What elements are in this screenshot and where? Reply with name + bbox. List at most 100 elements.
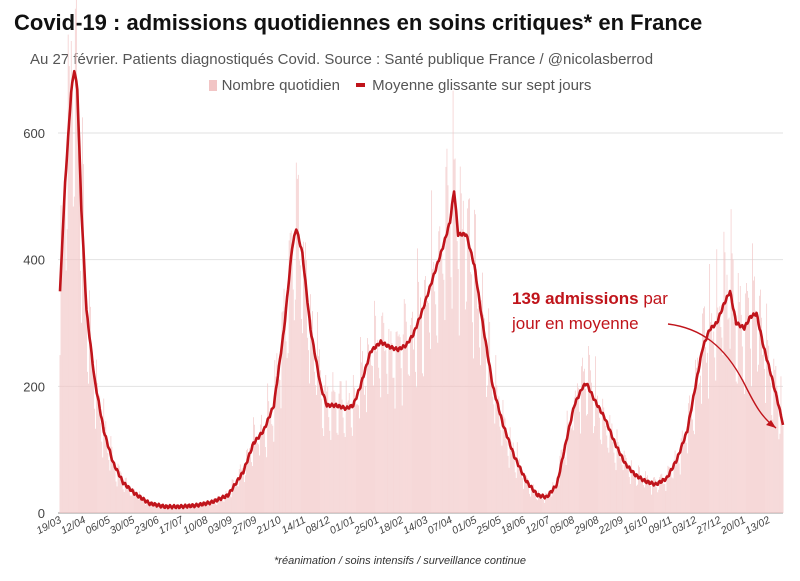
daily-bar (429, 332, 430, 513)
daily-bar (307, 337, 308, 513)
daily-bar (710, 322, 712, 513)
daily-bar (439, 226, 441, 513)
daily-bar (624, 455, 626, 513)
daily-bar (729, 348, 731, 513)
daily-bar (435, 304, 437, 513)
daily-bar (731, 253, 733, 513)
daily-bar (225, 491, 227, 513)
daily-bar (397, 336, 399, 513)
annotation-arrow (667, 323, 777, 429)
annotation-line1: 139 admissions par (512, 289, 668, 308)
daily-bar (658, 489, 660, 513)
daily-bar (748, 297, 749, 513)
daily-bar (679, 474, 681, 513)
daily-bar (743, 394, 745, 513)
daily-bar (368, 344, 369, 513)
daily-bar (138, 499, 139, 513)
daily-bar (427, 300, 428, 513)
daily-bar (393, 377, 395, 513)
daily-bar (489, 321, 491, 513)
daily-bar (711, 313, 713, 513)
daily-bar (771, 415, 773, 513)
daily-bar (455, 205, 457, 513)
daily-bar (656, 487, 658, 513)
daily-bar (698, 384, 699, 513)
daily-bar (408, 375, 410, 513)
daily-bar (93, 360, 94, 513)
daily-bar (400, 368, 402, 513)
daily-bar (774, 369, 776, 513)
daily-bar (623, 450, 625, 513)
daily-bar (635, 475, 636, 513)
daily-bar (414, 334, 415, 513)
daily-bar (396, 331, 398, 513)
daily-bar (202, 506, 203, 513)
daily-bar (325, 375, 327, 513)
daily-bar (140, 493, 141, 513)
daily-bar (484, 318, 485, 513)
daily-bar (251, 462, 252, 513)
daily-bar (371, 365, 372, 513)
daily-bar (650, 485, 651, 513)
daily-bar (228, 492, 230, 513)
daily-bar (223, 501, 225, 513)
daily-bar (217, 495, 219, 513)
daily-bar (719, 306, 721, 513)
daily-bar (471, 274, 472, 513)
daily-bar (732, 259, 734, 513)
daily-bar (182, 506, 184, 513)
daily-bar (105, 421, 107, 513)
daily-bar (154, 503, 156, 513)
daily-bar (641, 475, 642, 513)
legend-line-label: Moyenne glissante sur sept jours (372, 77, 592, 94)
daily-bar (697, 357, 698, 513)
daily-bar (380, 397, 382, 513)
daily-bar (179, 507, 181, 513)
daily-bar (567, 422, 569, 513)
daily-bar (759, 295, 760, 513)
daily-bar (262, 431, 263, 513)
daily-bar (781, 414, 783, 513)
daily-bar (685, 442, 687, 513)
daily-bar (573, 397, 575, 513)
daily-bar (241, 468, 243, 513)
daily-bar (149, 503, 150, 513)
daily-bar (735, 381, 737, 513)
daily-bar (570, 428, 572, 513)
daily-bar (500, 430, 502, 513)
daily-bar (110, 436, 112, 513)
daily-bar (67, 34, 69, 513)
daily-bar (359, 418, 360, 513)
daily-bar (596, 398, 597, 513)
daily-bar (143, 500, 144, 513)
daily-bar (276, 353, 278, 513)
daily-bar (176, 506, 178, 513)
daily-bar (203, 500, 204, 513)
daily-bar (197, 504, 198, 513)
daily-bar (256, 439, 257, 513)
daily-bar (195, 508, 196, 513)
daily-bar (327, 386, 329, 513)
daily-bar (628, 477, 630, 513)
daily-bar (501, 445, 503, 513)
daily-bar (420, 297, 421, 513)
daily-bar (509, 427, 511, 513)
daily-bar (527, 478, 528, 513)
daily-bar (750, 348, 751, 513)
daily-bar (171, 507, 173, 513)
daily-bar (642, 480, 643, 513)
daily-bar (152, 506, 153, 513)
daily-bar (88, 383, 89, 513)
daily-bar (377, 339, 379, 513)
daily-bar (688, 395, 690, 513)
moving-average (58, 69, 785, 510)
daily-bar (318, 356, 319, 513)
daily-bar (535, 496, 536, 513)
daily-bar (357, 404, 358, 513)
daily-bar (271, 424, 273, 513)
daily-bar (431, 190, 433, 513)
daily-bar (493, 404, 495, 513)
daily-bar (150, 503, 151, 513)
daily-bar (517, 460, 519, 513)
daily-bar (351, 435, 353, 513)
